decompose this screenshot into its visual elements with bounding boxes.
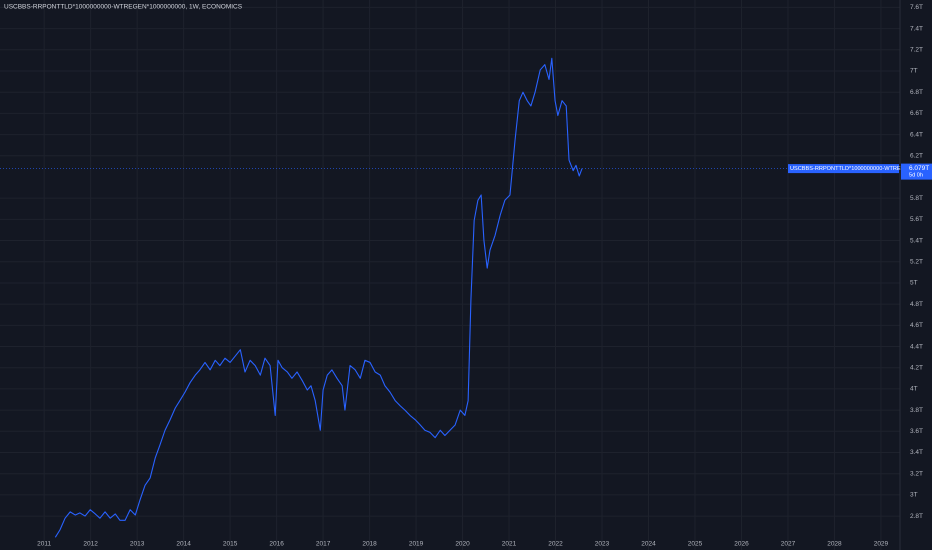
y-tick-label: 3.6T	[910, 428, 923, 435]
y-tick-label: 7.6T	[910, 4, 923, 11]
x-tick-label: 2023	[595, 541, 610, 548]
y-tick-label: 7T	[910, 68, 918, 75]
x-tick-label: 2026	[734, 541, 749, 548]
x-tick-label: 2013	[130, 541, 145, 548]
y-tick-label: 3.8T	[910, 407, 923, 414]
x-tick-label: 2017	[316, 541, 331, 548]
y-tick-label: 4.4T	[910, 343, 923, 350]
axes: 2.8T 3T 3.2T 3.4T 3.6T 3.8T 4T 4.2T 4.4T 4.6T 4.8T…	[37, 4, 932, 548]
series-name-box	[788, 164, 899, 174]
y-tick-label: 6.8T	[910, 89, 923, 96]
x-tick-label: 2020	[455, 541, 470, 548]
y-tick-label: 5.2T	[910, 258, 923, 265]
series-name-label: USCBBS-RRPONTTLD*1000000000-WTREGEN*1...	[790, 166, 923, 172]
y-tick-label: 7.4T	[910, 25, 923, 32]
x-tick-label: 2022	[548, 541, 563, 548]
x-tick-label: 2019	[409, 541, 424, 548]
y-tick-label: 3.2T	[910, 470, 923, 477]
chart-title: USCBBS-RRPONTTLD*1000000000-WTREGEN*1000…	[4, 4, 243, 11]
y-tick-label: 4.2T	[910, 364, 923, 371]
last-price-label: 6.079T	[909, 165, 929, 172]
x-tick-label: 2029	[874, 541, 889, 548]
y-tick-label: 3.4T	[910, 449, 923, 456]
y-tick-label: 4T	[910, 386, 918, 393]
x-tick-label: 2012	[83, 541, 98, 548]
y-tick-label: 7.2T	[910, 47, 923, 54]
y-tick-label: 5.4T	[910, 237, 923, 244]
x-tick-label: 2011	[37, 541, 51, 548]
x-tick-label: 2027	[781, 541, 796, 548]
y-tick-label: 6.4T	[910, 131, 923, 138]
x-tick-label: 2016	[269, 541, 284, 548]
countdown-label: 5d 0h	[909, 173, 923, 179]
x-tick-label: 2014	[176, 541, 191, 548]
x-tick-label: 2028	[827, 541, 842, 548]
y-tick-label: 4.8T	[910, 301, 923, 308]
last-price-box	[901, 163, 932, 180]
y-tick-label: 5T	[910, 280, 918, 287]
y-tick-label: 2.8T	[910, 513, 923, 520]
y-tick-label: 3T	[910, 492, 918, 499]
y-tick-label: 6.2T	[910, 152, 923, 159]
grid	[0, 0, 900, 550]
x-tick-label: 2025	[688, 541, 703, 548]
plot	[0, 57, 900, 538]
series-line	[54, 57, 583, 538]
x-tick-label: 2018	[362, 541, 377, 548]
x-tick-label: 2015	[223, 541, 238, 548]
x-tick-label: 2024	[641, 541, 656, 548]
x-tick-label: 2021	[502, 541, 517, 548]
y-tick-label: 6.6T	[910, 110, 923, 117]
y-tick-label: 5.8T	[910, 195, 923, 202]
y-tick-label: 4.6T	[910, 322, 923, 329]
y-tick-label: 5.6T	[910, 216, 923, 223]
